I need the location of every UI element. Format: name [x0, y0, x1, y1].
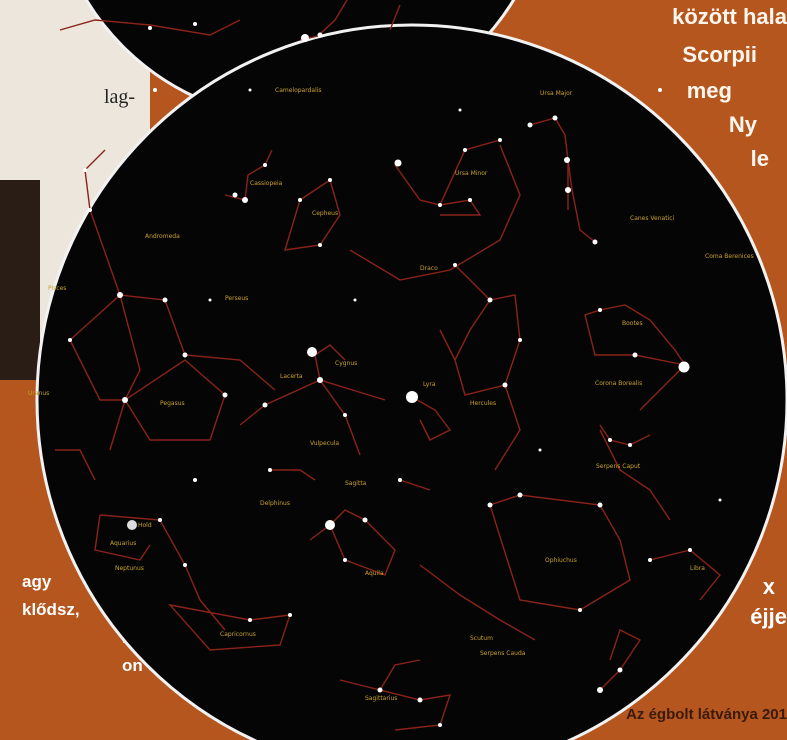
svg-text:Sagitta: Sagitta — [345, 480, 367, 487]
svg-text:Vulpecula: Vulpecula — [310, 440, 339, 447]
moon — [127, 520, 137, 530]
svg-text:Andromeda: Andromeda — [145, 233, 180, 240]
svg-text:Aquarius: Aquarius — [110, 540, 136, 547]
svg-text:Ophiuchus: Ophiuchus — [545, 557, 577, 564]
star-deneb — [307, 347, 317, 357]
svg-text:Cygnus: Cygnus — [335, 360, 357, 367]
svg-text:Uranus: Uranus — [28, 390, 49, 397]
svg-text:Draco: Draco — [420, 265, 438, 272]
svg-text:Perseus: Perseus — [225, 295, 248, 302]
svg-text:Bootes: Bootes — [622, 320, 643, 327]
svg-text:Cassiopeia: Cassiopeia — [250, 180, 283, 187]
text-line: klődsz, — [22, 600, 80, 619]
svg-text:Corona Borealis: Corona Borealis — [595, 380, 642, 387]
svg-text:Delphinus: Delphinus — [260, 500, 290, 507]
constellation-labels: Ursa Major Ursa Minor Cassiopeia Cepheus… — [28, 87, 754, 702]
background-dark-band — [0, 180, 40, 380]
star-altair — [325, 520, 335, 530]
top-right-text: között hala Scorpii meg Ny le — [587, 0, 787, 180]
svg-text:Sagittarius: Sagittarius — [365, 695, 397, 702]
upper-stars — [148, 22, 323, 42]
svg-text:Ursa Minor: Ursa Minor — [455, 170, 488, 177]
svg-text:Pisces: Pisces — [48, 285, 66, 292]
stars — [68, 88, 722, 727]
svg-text:Serpens Cauda: Serpens Cauda — [480, 650, 526, 657]
text-line: meg — [686, 78, 732, 103]
svg-text:Libra: Libra — [690, 565, 705, 572]
right-text-fragment: éjje — [750, 604, 787, 629]
svg-text:Serpens Caput: Serpens Caput — [596, 463, 641, 470]
svg-text:Canes Venatici: Canes Venatici — [630, 215, 675, 222]
star-arcturus — [678, 361, 690, 373]
svg-text:Pegasus: Pegasus — [160, 400, 185, 407]
svg-text:Capricornus: Capricornus — [220, 631, 256, 638]
svg-text:Cepheus: Cepheus — [312, 210, 338, 217]
main-sky-circle — [35, 23, 787, 740]
svg-text:Neptunus: Neptunus — [115, 565, 144, 572]
svg-text:Coma Berenices: Coma Berenices — [705, 253, 754, 260]
star-vega — [406, 391, 418, 403]
text-line: le — [750, 146, 769, 171]
svg-text:Hercules: Hercules — [470, 400, 496, 407]
svg-text:Ursa Major: Ursa Major — [540, 90, 573, 97]
left-text-fragment: lag- — [104, 86, 136, 108]
text-line: Scorpii — [682, 42, 757, 67]
svg-text:Lacerta: Lacerta — [280, 373, 303, 380]
svg-text:Lyra: Lyra — [423, 381, 436, 388]
text-line: Ny — [728, 112, 757, 137]
svg-text:Hold: Hold — [138, 522, 152, 529]
svg-text:Aquila: Aquila — [365, 570, 384, 577]
svg-text:Scutum: Scutum — [470, 635, 493, 642]
text-line: agy — [22, 572, 52, 591]
constellation-lines — [55, 117, 721, 731]
right-text-fragment: x — [762, 574, 775, 599]
caption: Az égbolt látványa 201 — [626, 706, 787, 723]
text-line: között hala — [672, 4, 787, 29]
svg-text:Camelopardalis: Camelopardalis — [275, 87, 322, 94]
